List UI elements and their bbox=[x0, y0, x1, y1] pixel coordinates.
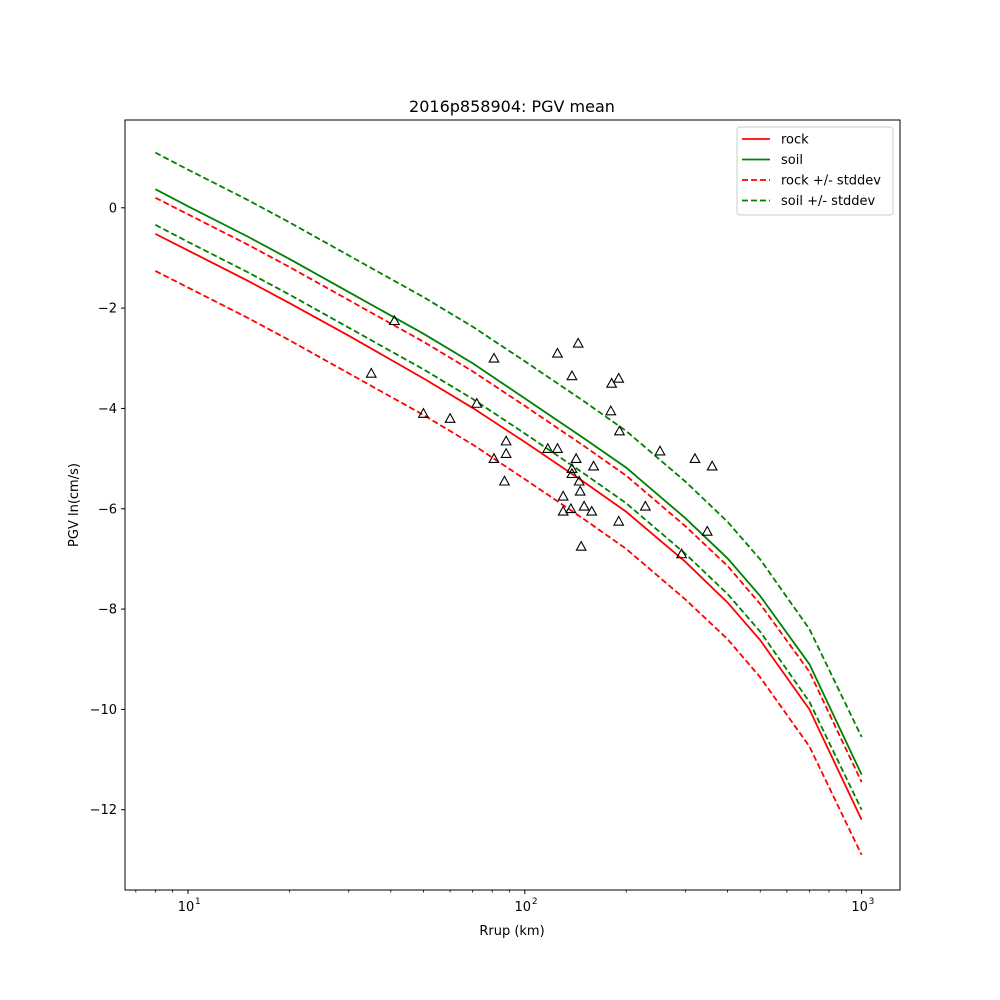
observation-marker bbox=[557, 490, 569, 501]
observation-marker bbox=[566, 369, 578, 381]
observation-marker bbox=[701, 525, 713, 536]
y-tick-label: −4 bbox=[98, 402, 117, 417]
observation-marker bbox=[654, 445, 666, 456]
observation-marker bbox=[689, 452, 701, 463]
observation-marker bbox=[488, 452, 500, 463]
x-tick-exponent: 2 bbox=[532, 897, 538, 907]
y-tick-label: −2 bbox=[98, 302, 117, 317]
observation-marker bbox=[551, 442, 564, 453]
observation-marker bbox=[575, 540, 587, 551]
observation-marker bbox=[585, 505, 598, 516]
observation-marker bbox=[498, 475, 511, 486]
x-axis-label: Rrup (km) bbox=[479, 924, 544, 939]
y-tick-label: −8 bbox=[98, 603, 117, 618]
observation-marker bbox=[444, 412, 456, 423]
observation-marker bbox=[675, 547, 688, 559]
x-tick-label: 10 bbox=[851, 900, 868, 915]
observation-marker bbox=[551, 347, 564, 358]
observation-marker bbox=[578, 500, 590, 511]
x-tick-exponent: 3 bbox=[869, 897, 875, 907]
y-tick-label: −12 bbox=[90, 803, 117, 818]
series-line-6 bbox=[154, 224, 863, 811]
axes-frame bbox=[124, 119, 901, 891]
y-tick-label: −6 bbox=[98, 502, 117, 517]
observation-marker bbox=[573, 475, 585, 486]
legend: rock soil rock +/- stddev soil +/- stddev bbox=[736, 126, 894, 216]
y-tick-label: 0 bbox=[109, 201, 117, 216]
series-line-4 bbox=[154, 270, 863, 856]
plot-area bbox=[154, 151, 863, 856]
observation-marker bbox=[612, 372, 625, 383]
legend-label: rock +/- stddev bbox=[781, 174, 881, 189]
observation-marker bbox=[365, 367, 377, 378]
series-line-2 bbox=[154, 188, 863, 776]
x-tick-exponent: 1 bbox=[195, 897, 201, 907]
legend-box bbox=[736, 126, 894, 216]
observation-marker bbox=[388, 314, 401, 326]
observation-marker bbox=[500, 435, 512, 446]
observation-marker bbox=[612, 515, 625, 526]
observation-marker bbox=[566, 462, 578, 474]
observation-marker bbox=[471, 397, 483, 408]
observation-marker bbox=[417, 407, 430, 418]
observation-marker bbox=[565, 502, 577, 514]
observation-marker bbox=[706, 460, 718, 471]
series-line-3 bbox=[154, 196, 863, 783]
observation-marker bbox=[566, 467, 578, 479]
observation-marker bbox=[613, 425, 626, 436]
observation-marker bbox=[587, 460, 600, 471]
observation-marker bbox=[574, 485, 586, 496]
observation-marker bbox=[605, 377, 618, 388]
y-tick-label: −10 bbox=[90, 703, 117, 718]
observation-marker bbox=[639, 500, 652, 511]
legend-label: soil bbox=[781, 153, 803, 168]
series-line-1 bbox=[154, 233, 863, 821]
legend-label: rock bbox=[781, 133, 809, 148]
x-tick-label: 10 bbox=[178, 900, 195, 915]
legend-label: soil +/- stddev bbox=[781, 194, 876, 209]
observation-marker bbox=[542, 442, 554, 453]
observation-marker bbox=[488, 352, 500, 363]
observation-marker bbox=[500, 447, 512, 458]
observation-marker bbox=[572, 337, 584, 348]
y-axis-label: PGV ln(cm/s) bbox=[67, 463, 82, 547]
observation-marker bbox=[605, 405, 617, 416]
observation-marker bbox=[570, 452, 582, 463]
observation-marker bbox=[557, 505, 569, 516]
chart-title: 2016p858904: PGV mean bbox=[409, 97, 615, 116]
series-line-5 bbox=[154, 151, 863, 738]
x-tick-label: 10 bbox=[515, 900, 532, 915]
